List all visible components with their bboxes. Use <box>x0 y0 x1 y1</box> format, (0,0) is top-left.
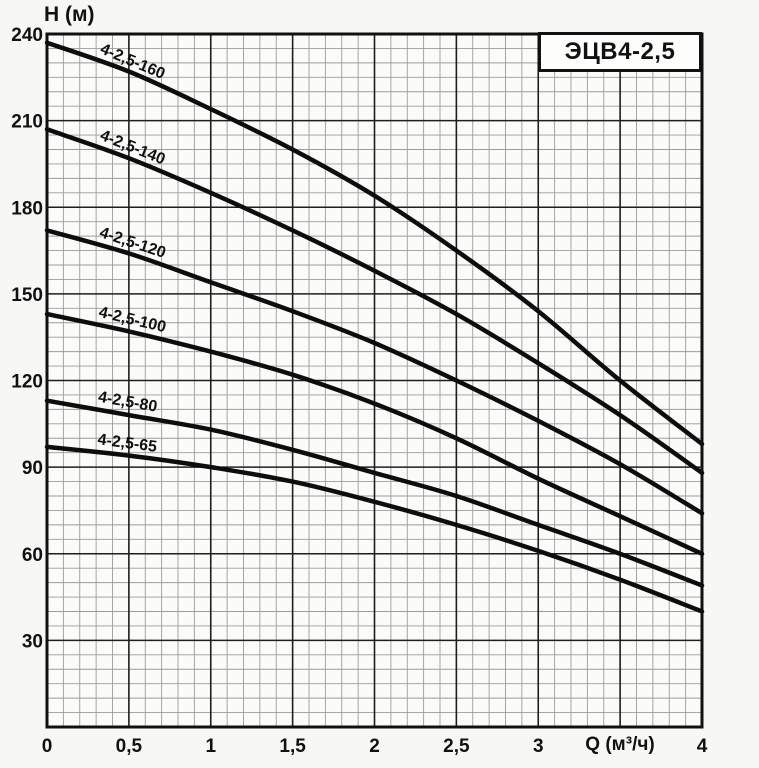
chart-title-box: ЭЦВ4-2,5 <box>538 32 702 72</box>
x-tick-label-1: 0,5 <box>116 736 143 757</box>
tick-labels: 0 0,5 1 1,5 2 2,5 3 4 240 210 180 150 120 90 60 30 <box>11 25 707 757</box>
y-tick-label-3: 150 <box>11 285 43 306</box>
chart-title: ЭЦВ4-2,5 <box>564 38 676 65</box>
x-tick-label-3: 1,5 <box>279 736 306 757</box>
curves <box>44 40 705 614</box>
curve-4-2-5-120 <box>44 228 705 516</box>
y-tick-label-5: 90 <box>22 458 43 479</box>
y-tick-label-7: 30 <box>22 631 43 652</box>
curve-4-2-5-140 <box>44 127 705 476</box>
curve-4-2-5-160 <box>44 40 705 447</box>
x-tick-label-5: 2,5 <box>443 736 470 757</box>
plot-border <box>45 32 704 729</box>
y-tick-label-6: 60 <box>22 545 43 566</box>
y-tick-label-0: 240 <box>11 25 43 46</box>
y-tick-label-2: 180 <box>11 198 43 219</box>
curve-4-2-5-100 <box>44 311 705 557</box>
x-axis-label: Q (м³/ч) <box>585 734 655 755</box>
y-axis-label: Н (м) <box>44 3 95 26</box>
y-tick-label-1: 210 <box>11 112 43 133</box>
x-tick-label-2: 1 <box>205 736 216 757</box>
curve-4-2-5-80 <box>44 398 705 588</box>
x-tick-label-7: 4 <box>697 736 708 757</box>
x-tick-label-6: 3 <box>533 736 544 757</box>
x-tick-label-4: 2 <box>369 736 380 757</box>
x-tick-label-0: 0 <box>42 736 53 757</box>
curve-4-2-5-65 <box>44 444 705 614</box>
y-tick-label-4: 120 <box>11 372 43 393</box>
